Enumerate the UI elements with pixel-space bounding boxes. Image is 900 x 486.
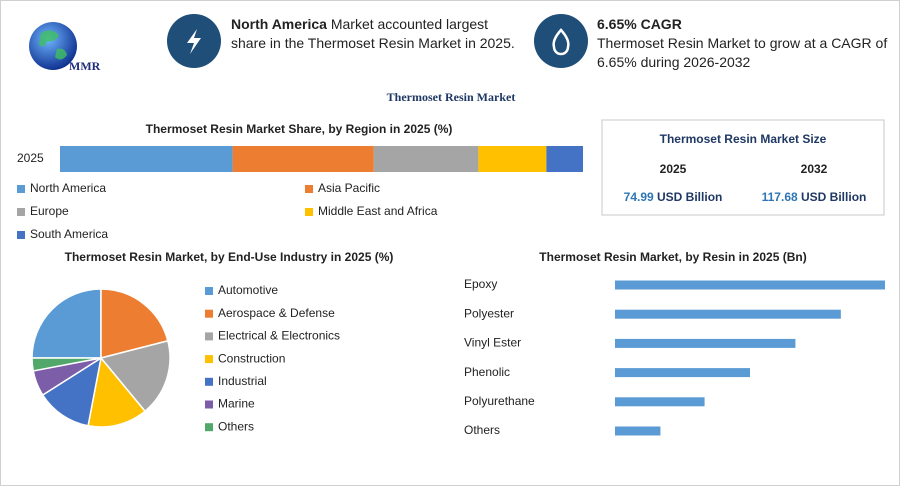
y-tick-label: Polyurethane [464,394,535,408]
icon-drop [552,28,570,56]
legend-swatch [17,185,25,193]
legend-label: Construction [218,351,285,365]
y-tick-label: Vinyl Ester [464,336,521,350]
legend-label: Others [218,419,254,433]
y-tick-label: Others [464,423,500,437]
y-tick-label: Polyester [464,306,514,320]
pie-slice [31,357,102,372]
bar [615,426,661,436]
legend-label: Industrial [218,374,267,388]
bar-segment [373,146,479,172]
highlight: North America Market accounted largest s… [231,15,521,53]
size-year: 2032 [801,162,828,176]
size-unit: USD Billion [657,190,722,204]
legend-label: Middle East and Africa [318,204,438,218]
bar-segment [60,146,233,172]
highlight: 6.65% CAGR Thermoset Resin Market to grow… [597,15,892,72]
legend-label: Automotive [218,283,278,297]
page-title: Thermoset Resin Market [387,90,516,104]
chart-title: Thermoset Resin Market, by End-Use Indus… [65,250,394,264]
legend-label: Marine [218,397,255,411]
legend-swatch [205,377,213,386]
size-box [601,119,885,216]
size-value: 117.68 USD Billion [762,190,867,204]
pie-slice [31,288,102,359]
bar [615,368,750,378]
logo-land [39,30,67,60]
legend-swatch [205,309,213,318]
legend-swatch [205,400,213,409]
pie-slice [41,356,103,427]
highlight-bold: 6.65% CAGR [597,16,682,32]
size-unit: USD Billion [801,190,866,204]
highlight-text: Market accounted largest share in the Th… [231,16,515,51]
logo-text: MMR [69,59,101,73]
legend-label: North America [30,181,106,195]
icon-circle [534,14,588,68]
size-year: 2025 [660,162,687,176]
bar-segment [546,146,583,172]
bar-segment [478,146,547,172]
legend-swatch [205,423,213,432]
y-tick-label: Epoxy [464,277,497,291]
bar [615,397,705,407]
highlight-text: Thermoset Resin Market to grow at a CAGR… [597,35,888,70]
pie-slice [87,356,147,428]
size-value: 74.99 USD Billion [624,190,723,204]
legend-swatch [205,355,213,364]
legend-swatch [305,208,313,216]
highlight-bold: North America [231,16,327,32]
legend-swatch [17,208,25,216]
y-tick-label: 2025 [17,151,44,165]
legend-label: Electrical & Electronics [218,329,340,343]
pie-slice [99,339,171,413]
icon-bolt [187,29,201,54]
chart-title: Thermoset Resin Market, by Resin in 2025… [539,250,806,264]
legend-swatch [205,332,213,341]
bar [615,280,885,290]
legend-swatch [305,185,313,193]
legend-label: Aerospace & Defense [218,306,335,320]
legend-label: Asia Pacific [318,181,380,195]
size-title: Thermoset Resin Market Size [660,132,827,146]
legend-label: South America [30,227,108,241]
y-tick-label: Phenolic [464,365,510,379]
legend-label: Europe [30,204,69,218]
size-number: 74.99 [624,190,654,204]
size-number: 117.68 [762,190,798,204]
pie-slice [100,288,169,359]
legend-swatch [205,287,213,295]
bar-segment [232,146,374,172]
bar [615,338,796,348]
chart-title: Thermoset Resin Market Share, by Region … [146,122,453,136]
bar [615,309,841,319]
legend-swatch [17,231,25,239]
